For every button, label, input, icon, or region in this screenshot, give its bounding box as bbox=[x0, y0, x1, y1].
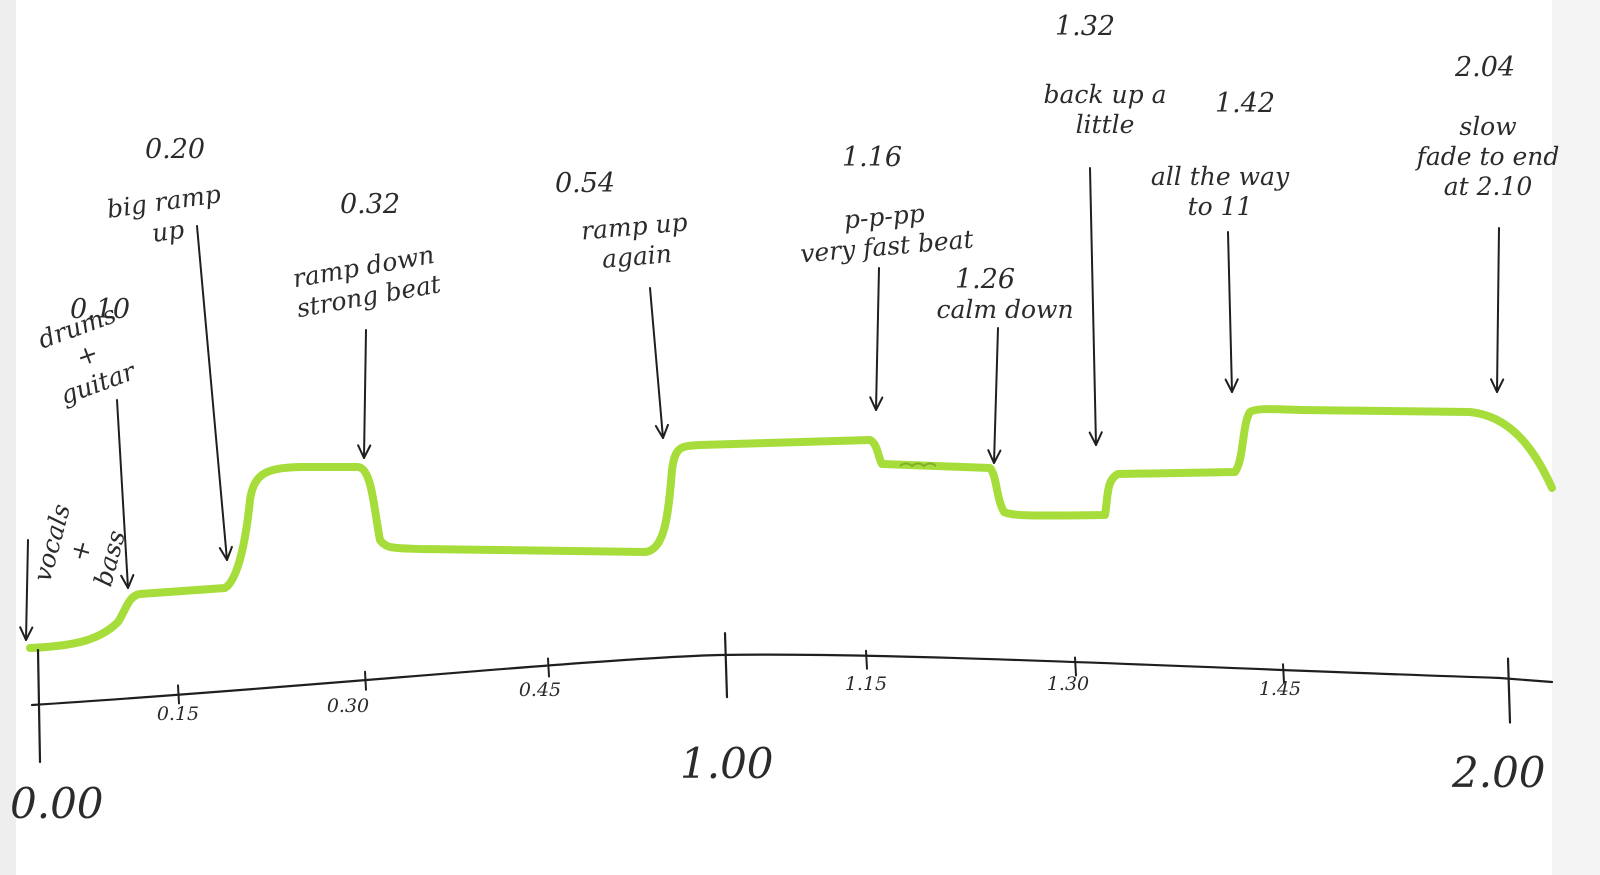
minor-tick-label: 0.15 bbox=[157, 703, 199, 725]
annotation-line: to 11 bbox=[1188, 192, 1253, 221]
annotation-note: ramp downstrong beat bbox=[289, 240, 444, 324]
annotation-time: 0.54 bbox=[555, 168, 615, 199]
annotation-note: calm down bbox=[936, 295, 1073, 324]
annotation-time: 1.32 bbox=[1055, 11, 1115, 42]
annotation-arrow bbox=[1496, 227, 1500, 393]
annotation-line: ramp up bbox=[580, 207, 689, 245]
annotation-note: ramp upagain bbox=[580, 207, 691, 275]
annotation-arrow bbox=[25, 539, 29, 641]
major-tick-label: 1.00 bbox=[680, 739, 774, 788]
annotation-line: little bbox=[1076, 110, 1135, 139]
annotation: 0.54 ramp upagain bbox=[555, 168, 691, 439]
annotation-time: 1.42 bbox=[1215, 88, 1275, 119]
timeline-axis-base bbox=[36, 648, 42, 764]
arrow-head-icon bbox=[1490, 378, 1505, 393]
annotation-note: all the way to 11 bbox=[1151, 162, 1290, 221]
annotation-time: 1.16 bbox=[842, 142, 902, 173]
annotation-arrow bbox=[196, 225, 228, 561]
annotation-arrow bbox=[1227, 231, 1233, 393]
tick-labels: 0.15 0.30 0.45 1.15 1.30 1.45 0.00 1.00 2.00 bbox=[10, 673, 1546, 828]
annotation-note: back up a little bbox=[1044, 80, 1167, 139]
annotation-arrow bbox=[993, 327, 999, 464]
arrow-head-icon bbox=[987, 449, 1002, 464]
annotation-note: p-p-ppvery fast beat bbox=[796, 194, 975, 268]
annotation: 2.04 slow fade to end at 2.10 bbox=[1415, 52, 1560, 393]
minor-tick-label: 1.45 bbox=[1259, 678, 1301, 700]
minor-tick bbox=[1282, 663, 1285, 684]
annotation-note: slow fade to end at 2.10 bbox=[1415, 112, 1560, 201]
minor-tick bbox=[865, 649, 868, 670]
tick-marks bbox=[177, 632, 1512, 724]
annotation-line: back up a bbox=[1044, 80, 1167, 109]
minor-tick-label: 1.30 bbox=[1047, 673, 1089, 695]
annotation-line: very fast beat bbox=[799, 224, 975, 268]
fast-beat-texture bbox=[899, 462, 937, 468]
intensity-curve bbox=[26, 405, 1556, 652]
annotation-time: 0.20 bbox=[145, 134, 205, 165]
annotation-arrow bbox=[649, 287, 664, 439]
arrow-head-icon bbox=[19, 626, 34, 641]
annotation-note: big rampup bbox=[105, 179, 227, 253]
annotation-line: slow bbox=[1459, 112, 1516, 141]
arrow-head-icon bbox=[1088, 431, 1103, 446]
annotation-line: at 2.10 bbox=[1444, 172, 1533, 201]
paper-edge-right bbox=[1552, 0, 1600, 875]
major-tick-label: 0.00 bbox=[10, 779, 104, 828]
annotation-line: fade to end bbox=[1415, 142, 1560, 171]
minor-tick-label: 0.45 bbox=[519, 679, 561, 701]
arrow-head-icon bbox=[218, 545, 233, 561]
annotation-line: + bbox=[64, 537, 97, 565]
annotation-note: vocals+bass bbox=[28, 501, 134, 600]
major-tick bbox=[1506, 657, 1512, 724]
annotation: 1.16 p-p-ppvery fast beat bbox=[796, 142, 976, 411]
arrow-head-icon bbox=[357, 444, 372, 459]
annotation-arrow bbox=[875, 267, 880, 411]
paper-edge bbox=[0, 0, 16, 875]
annotation-line: again bbox=[601, 239, 673, 274]
annotation-line: p-p-pp bbox=[843, 199, 926, 235]
annotation-time: 2.04 bbox=[1454, 52, 1515, 83]
arrow-head-icon bbox=[869, 396, 884, 411]
minor-tick bbox=[364, 670, 367, 691]
arrow-head-icon bbox=[654, 423, 669, 439]
annotation-line: all the way bbox=[1151, 162, 1290, 191]
annotation-time: 1.26 bbox=[955, 264, 1015, 295]
annotation: 1.42 all the way to 11 bbox=[1151, 88, 1290, 393]
timeline-axis bbox=[30, 653, 1554, 707]
annotation-time: 0.10 bbox=[70, 294, 130, 325]
minor-tick-label: 1.15 bbox=[845, 673, 887, 695]
major-tick-label: 2.00 bbox=[1451, 748, 1546, 797]
arrow-head-icon bbox=[1224, 378, 1239, 393]
annotation: 0.32 ramp downstrong beat bbox=[289, 189, 444, 459]
annotation-arrow bbox=[116, 399, 129, 589]
minor-tick bbox=[547, 657, 550, 678]
annotation-line: calm down bbox=[936, 295, 1073, 324]
minor-tick-label: 0.30 bbox=[327, 695, 369, 717]
annotation-arrow bbox=[363, 329, 367, 459]
annotation: 1.32 back up a little bbox=[1044, 11, 1167, 446]
minor-tick bbox=[1074, 656, 1077, 677]
annotation-arrow bbox=[1089, 167, 1097, 446]
annotation-line: up bbox=[150, 215, 186, 248]
minor-tick bbox=[177, 684, 180, 705]
major-tick bbox=[723, 632, 729, 699]
arrow-head-icon bbox=[120, 574, 135, 589]
annotation-time: 0.32 bbox=[340, 189, 400, 220]
annotation: 0.20 big rampup bbox=[105, 134, 233, 561]
